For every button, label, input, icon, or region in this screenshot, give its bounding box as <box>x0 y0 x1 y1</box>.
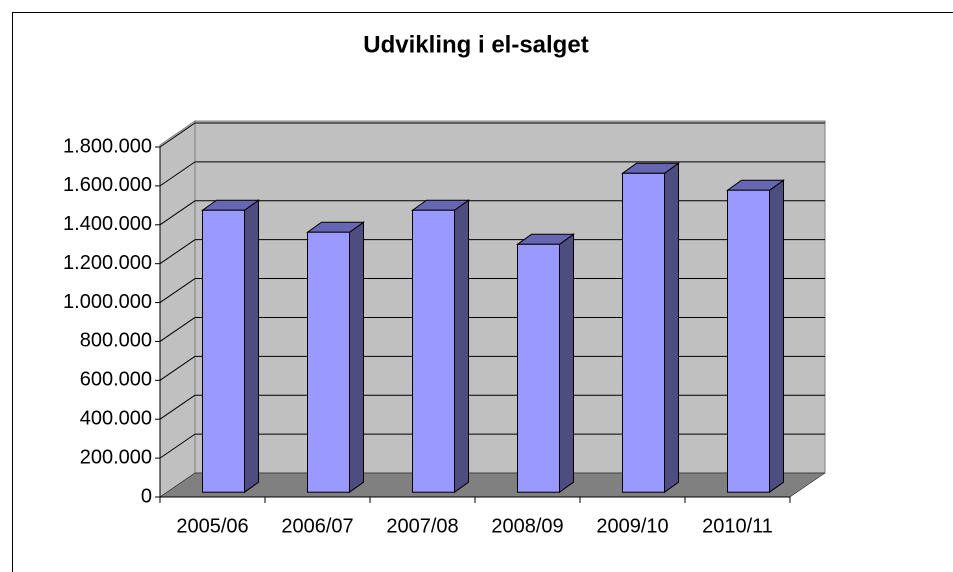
x-tick-label: 2010/11 <box>702 515 773 537</box>
grid-line <box>159 239 196 265</box>
grid-line <box>159 394 196 420</box>
bar <box>517 243 560 493</box>
bar-side <box>454 199 469 494</box>
bar <box>202 209 245 493</box>
x-tick-label: 2008/09 <box>491 515 563 537</box>
x-tick-label: 2005/06 <box>176 515 248 537</box>
bar-side <box>769 179 784 494</box>
bar <box>307 231 350 493</box>
y-tick-label: 1.200.000 <box>63 252 152 274</box>
y-tick-label: 800.000 <box>80 330 152 352</box>
bar-side <box>244 199 259 494</box>
grid-line <box>159 200 196 226</box>
y-tick-label: 400.000 <box>80 408 152 430</box>
grid-line <box>159 355 196 381</box>
chart-title: Udvikling i el-salget <box>363 31 588 58</box>
x-tick-label: 2007/08 <box>386 515 458 537</box>
bar-side <box>664 162 679 494</box>
y-tick-label: 1.400.000 <box>63 213 152 235</box>
bar-side <box>349 221 364 494</box>
bar <box>622 172 665 493</box>
bar <box>727 189 770 493</box>
grid-line <box>159 122 196 148</box>
y-tick-label: 1.000.000 <box>63 291 152 313</box>
x-tick-label: 2006/07 <box>281 515 353 537</box>
grid-line <box>159 278 196 303</box>
grid-line <box>159 161 196 187</box>
bar <box>412 209 455 493</box>
grid-line <box>159 317 196 342</box>
grid-line <box>159 433 196 459</box>
side-wall <box>159 120 196 498</box>
x-tick-label: 2009/10 <box>596 515 668 537</box>
plot-walls <box>159 120 826 498</box>
y-tick-label: 1.600.000 <box>63 174 152 196</box>
floor <box>159 472 826 498</box>
y-tick-label: 200.000 <box>80 446 152 468</box>
chart-border <box>12 12 953 572</box>
y-tick-label: 0 <box>141 485 152 507</box>
y-tick-label: 1.800.000 <box>63 135 152 157</box>
y-tick-label: 600.000 <box>80 369 152 391</box>
bar-side <box>559 233 574 494</box>
